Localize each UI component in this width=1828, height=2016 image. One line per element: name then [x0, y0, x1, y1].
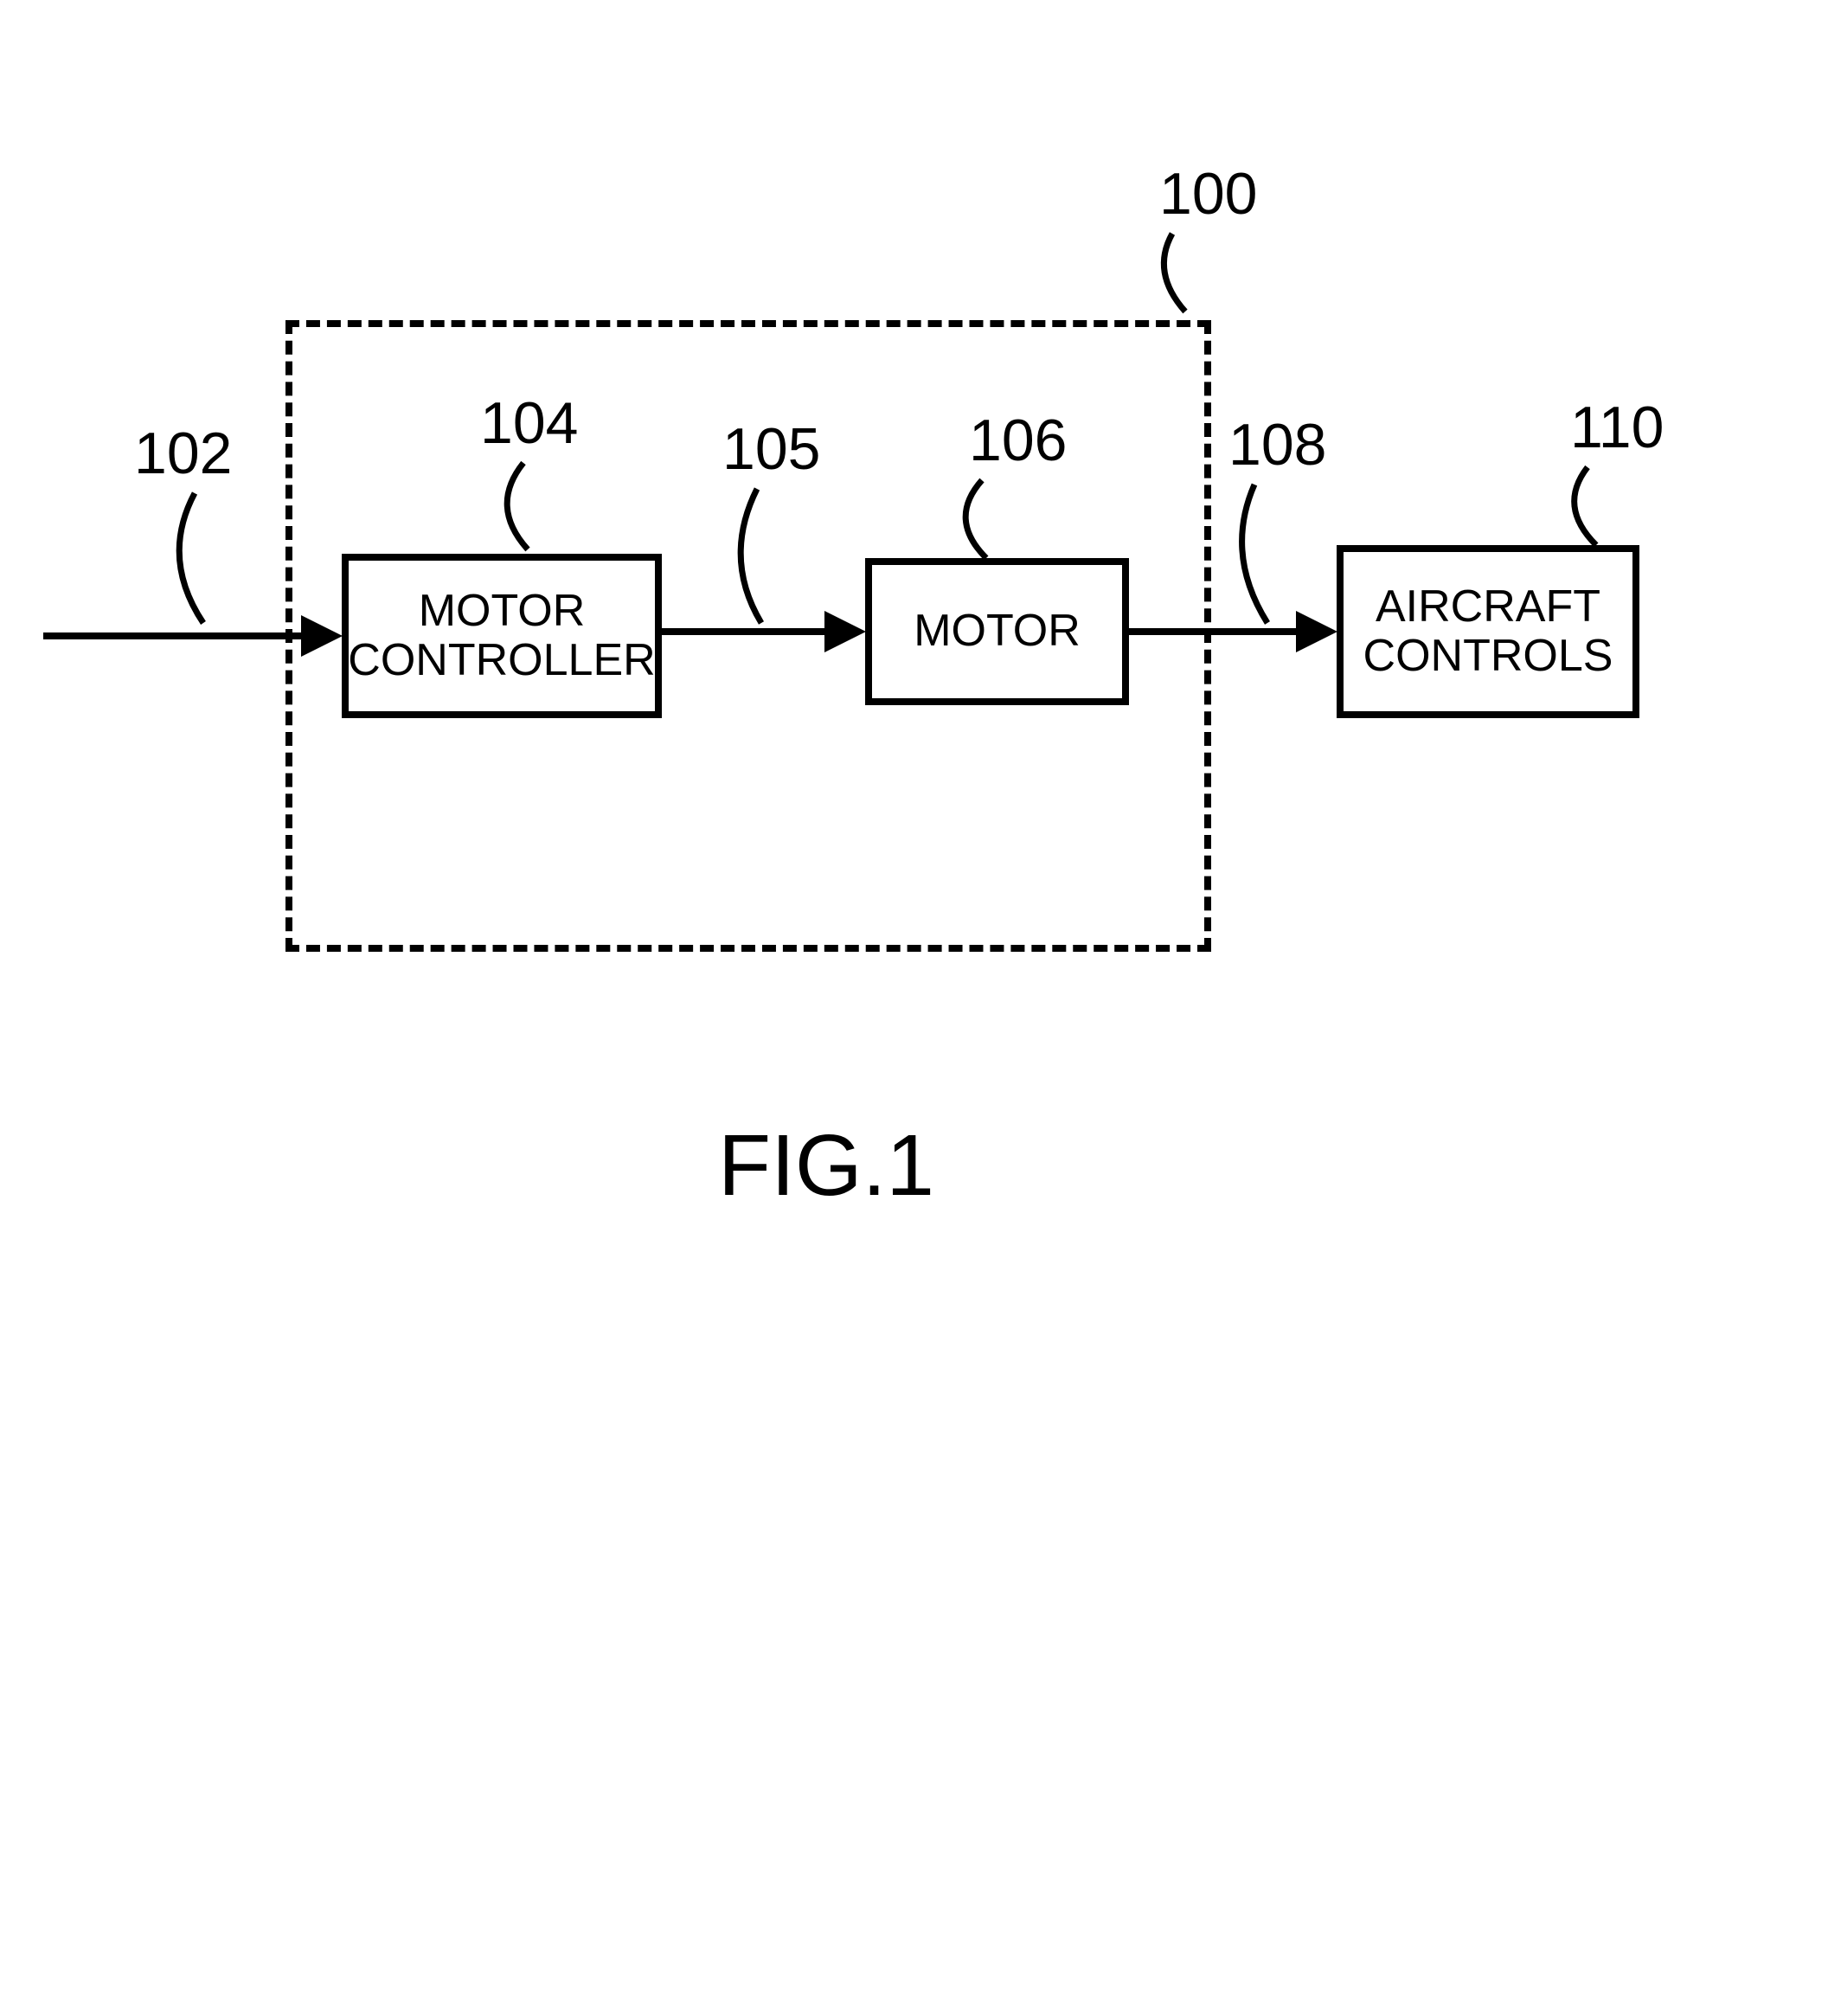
- ref-106: 106: [969, 407, 1067, 474]
- aircraft-controls-block: AIRCRAFTCONTROLS: [1337, 545, 1639, 718]
- motor-label: MOTOR: [914, 607, 1081, 656]
- ref-105: 105: [722, 415, 820, 483]
- ref-104: 104: [480, 389, 578, 457]
- ref-108: 108: [1228, 411, 1326, 478]
- aircraft-controls-label: AIRCRAFTCONTROLS: [1363, 582, 1613, 681]
- ref-110: 110: [1570, 394, 1664, 461]
- callout-110: [1575, 467, 1596, 545]
- diagram-arrows: [0, 0, 1828, 2016]
- ref-100: 100: [1159, 160, 1257, 228]
- motor-controller-block: MOTORCONTROLLER: [342, 554, 662, 718]
- ref-102: 102: [134, 420, 232, 487]
- motor-block: MOTOR: [865, 558, 1129, 705]
- block-diagram: MOTORCONTROLLER MOTOR AIRCRAFTCONTROLS 1…: [0, 0, 1828, 2016]
- figure-title: FIG.1: [718, 1116, 934, 1216]
- callout-108: [1242, 485, 1267, 623]
- motor-controller-label: MOTORCONTROLLER: [348, 587, 655, 685]
- callout-100: [1164, 234, 1185, 311]
- callout-102: [179, 493, 203, 623]
